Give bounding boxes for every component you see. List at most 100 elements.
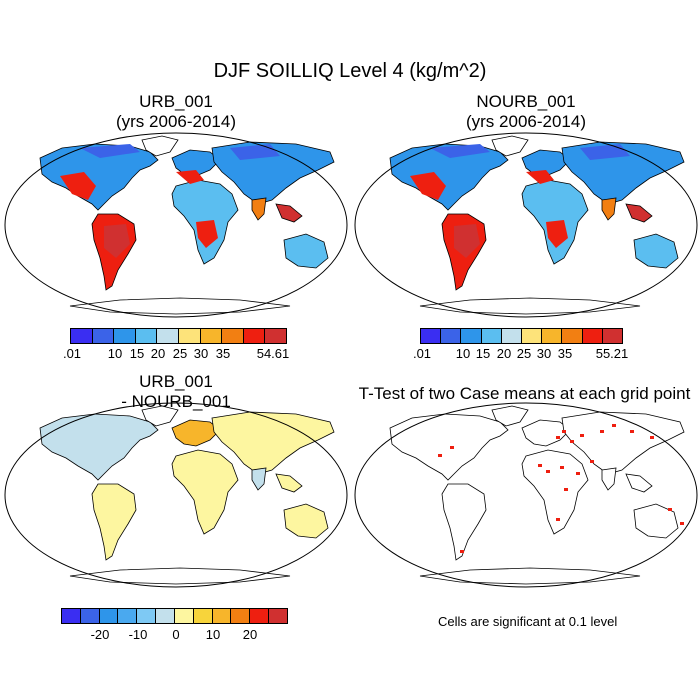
colorbar-cell — [79, 608, 100, 624]
cb3-label: -10 — [128, 627, 148, 642]
cb1-label: 35 — [215, 346, 231, 361]
hotspot-region — [410, 172, 446, 200]
colorbar-cell — [199, 328, 223, 344]
colorbar-cell — [440, 328, 462, 344]
landmass-australia — [283, 233, 329, 269]
cb1-label: .01 — [62, 346, 82, 361]
cb2-label: 25 — [516, 346, 532, 361]
landmass-antarctica — [69, 297, 291, 315]
cb1-label: 20 — [150, 346, 166, 361]
map-frame — [4, 132, 348, 318]
colorbar-cell — [61, 608, 81, 624]
panel1-title: URB_001 (yrs 2006-2014) — [63, 92, 289, 132]
significant-cell — [546, 470, 550, 473]
hotspot-region — [580, 144, 630, 160]
landmass-namerica — [39, 413, 159, 481]
hotspot-region — [60, 172, 96, 200]
colorbar-cell — [113, 328, 136, 344]
landmass-europe — [171, 149, 221, 177]
panel3-title: URB_001 - NOURB_001 — [63, 372, 289, 412]
map-urb — [4, 132, 348, 318]
panel1-name: URB_001 — [139, 92, 213, 111]
colorbar-cell — [249, 608, 270, 624]
land-fill — [39, 135, 335, 315]
colorbar-cell — [242, 328, 266, 344]
cb3-label: 10 — [205, 627, 221, 642]
panel2-name: NOURB_001 — [476, 92, 576, 111]
colorbar-cell — [134, 328, 158, 344]
hotspot-region — [546, 220, 568, 248]
landmass-australia — [283, 503, 329, 539]
landmass-seasia — [625, 473, 653, 493]
colorbar-cell — [601, 328, 624, 344]
colorbar-cell — [500, 328, 523, 344]
significant-cell — [590, 460, 594, 463]
significant-cell — [600, 430, 604, 433]
colorbar-cell — [156, 328, 179, 344]
cb2-label: 10 — [455, 346, 471, 361]
figure-title: DJF SOILLIQ Level 4 (kg/m^2) — [213, 60, 487, 82]
landmass-india — [251, 467, 267, 491]
significant-cell — [630, 430, 634, 433]
hotspot-region — [526, 170, 554, 184]
panel1-years: (yrs 2006-2014) — [115, 112, 236, 131]
significant-cell — [556, 436, 560, 439]
colorbar-cell — [98, 608, 119, 624]
landmass-africa — [171, 449, 239, 535]
colorbar-cell — [192, 608, 213, 624]
hotspot-region — [430, 144, 490, 158]
map-frame — [354, 402, 698, 588]
significant-cell — [570, 440, 574, 443]
cb3-label: 20 — [242, 627, 258, 642]
colorbar-cell — [221, 328, 244, 344]
significant-cell — [538, 464, 542, 467]
cb2-label: 15 — [475, 346, 491, 361]
significant-cell — [438, 454, 442, 457]
map-frame — [4, 402, 348, 588]
map-difference — [4, 402, 348, 588]
colorbar-difference — [61, 608, 288, 624]
hotspot-region — [176, 170, 204, 184]
landmass-greenland — [491, 405, 529, 427]
cb1-label: 10 — [107, 346, 123, 361]
landmass-samerica — [91, 483, 137, 561]
cb2-label: .01 — [412, 346, 432, 361]
panel3-diff: - NOURB_001 — [121, 392, 231, 411]
cb1-label: 54.61 — [256, 346, 290, 361]
landmass-europe — [521, 149, 571, 177]
landmass-asia — [561, 411, 685, 475]
hotspot-region — [454, 224, 480, 258]
land-fill — [389, 405, 685, 585]
landmass-samerica — [441, 483, 487, 561]
colorbar-cell — [521, 328, 543, 344]
significant-cell — [564, 488, 568, 491]
colorbar-cell — [91, 328, 115, 344]
land-fill — [39, 405, 335, 585]
colorbar-cell — [117, 608, 138, 624]
land-fill — [389, 135, 685, 315]
landmass-seasia — [625, 203, 653, 223]
significant-cell — [460, 550, 464, 553]
landmass-europe — [171, 419, 221, 447]
significant-cell — [562, 430, 566, 433]
landmass-seasia — [275, 473, 303, 493]
landmass-antarctica — [69, 567, 291, 585]
colorbar-cell — [581, 328, 603, 344]
landmass-australia — [633, 503, 679, 539]
landmass-europe — [521, 419, 571, 447]
hotspot-region — [230, 144, 280, 160]
cb2-label: 55.21 — [595, 346, 629, 361]
colorbar-cell — [173, 608, 194, 624]
colorbar-cell — [480, 328, 502, 344]
landmass-india — [601, 467, 617, 491]
significant-cell — [650, 436, 654, 439]
hotspot-region — [104, 224, 130, 258]
landmass-greenland — [141, 135, 179, 157]
colorbar-cell — [177, 328, 201, 344]
cb2-label: 35 — [557, 346, 573, 361]
colorbar-cell — [70, 328, 93, 344]
colorbar-nourb — [420, 328, 624, 344]
landmass-india — [251, 197, 267, 221]
cb2-label: 20 — [496, 346, 512, 361]
significant-cell — [560, 466, 564, 469]
